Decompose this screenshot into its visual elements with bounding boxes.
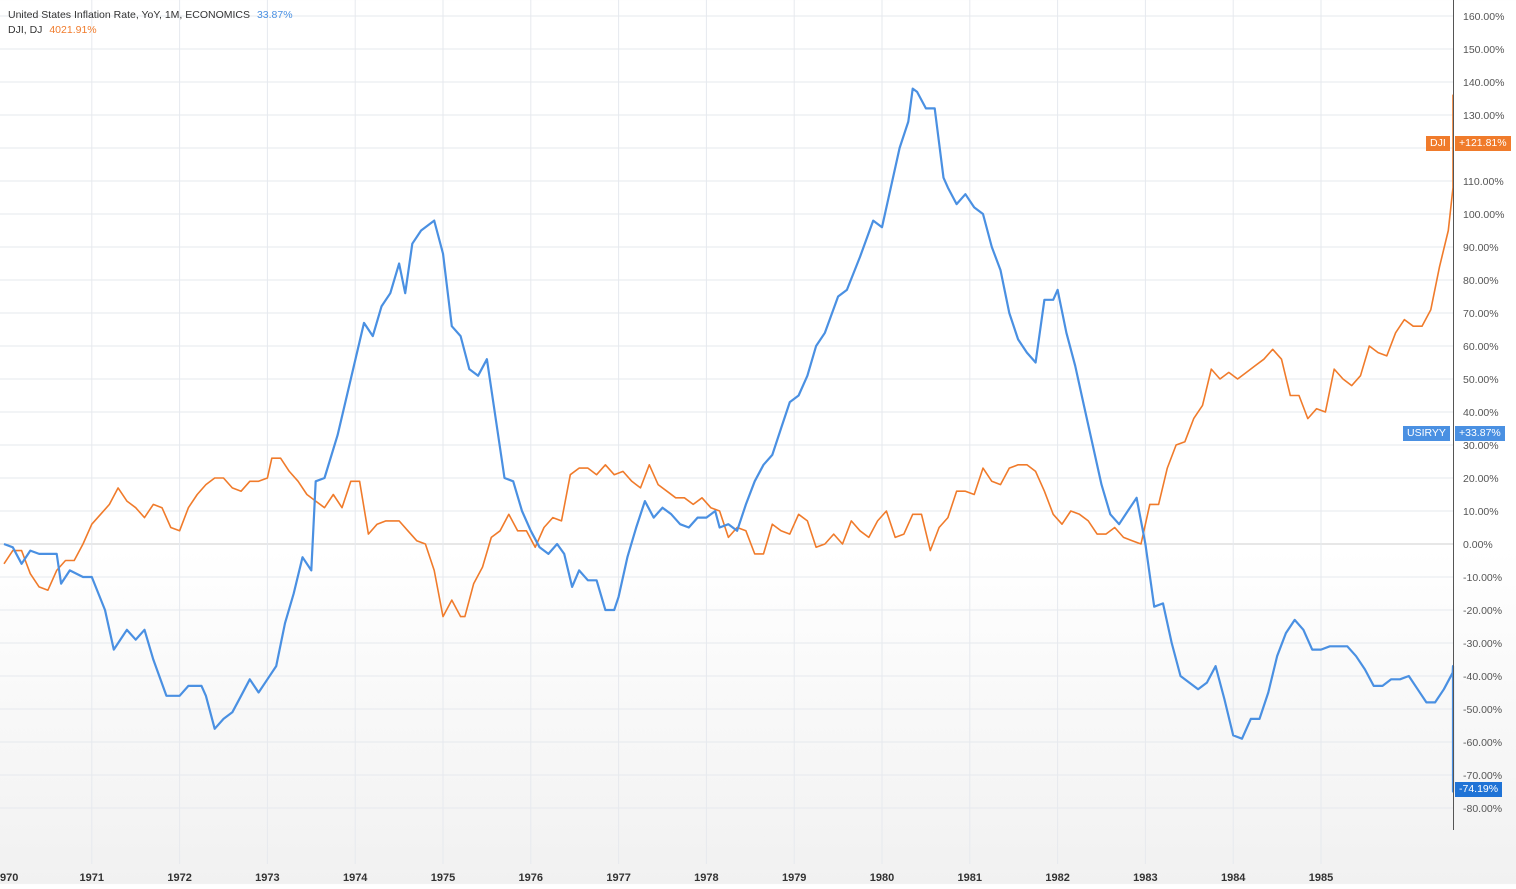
x-tick-label: 1976: [519, 872, 543, 884]
y-tick-label: -60.00%: [1463, 737, 1502, 749]
series-line-inflation: [3, 87, 1455, 793]
x-tick-label: 1973: [255, 872, 279, 884]
legend-row-inflation[interactable]: United States Inflation Rate, YoY, 1M, E…: [8, 8, 293, 23]
y-tick-label: 130.00%: [1463, 110, 1504, 122]
y-tick-label: 160.00%: [1463, 11, 1504, 23]
x-tick-label: 1980: [870, 872, 894, 884]
y-tick-label: -20.00%: [1463, 605, 1502, 617]
grid-layer: [0, 0, 1453, 864]
y-tick-label: -80.00%: [1463, 803, 1502, 815]
x-tick-label: 1978: [694, 872, 718, 884]
x-tick-label: 1974: [343, 872, 368, 884]
dji-name-tag: DJI: [1426, 136, 1450, 151]
y-tick-label: 0.00%: [1463, 539, 1493, 551]
inflation-name-tag: USIRYY: [1403, 426, 1450, 441]
x-tick-label: 1982: [1045, 872, 1069, 884]
x-tick-label: 1983: [1133, 872, 1157, 884]
legend-inflation-label: United States Inflation Rate, YoY, 1M, E…: [8, 9, 251, 21]
y-tick-label: 50.00%: [1463, 374, 1499, 386]
legend-inflation-value: 33.87%: [256, 9, 293, 21]
chart-legend: United States Inflation Rate, YoY, 1M, E…: [8, 8, 293, 38]
x-tick-label: 1979: [782, 872, 806, 884]
series-line-dji: [3, 94, 1454, 618]
dji-value-tag: +121.81%: [1455, 136, 1511, 151]
y-tick-label: 40.00%: [1463, 407, 1499, 419]
series-layer: [3, 87, 1455, 793]
y-tick-label: 100.00%: [1463, 209, 1504, 221]
legend-row-dji[interactable]: DJI, DJ 4021.91%: [8, 23, 293, 38]
x-tick-label: 1985: [1309, 872, 1333, 884]
x-tick-label: 1984: [1221, 872, 1246, 884]
legend-dji-label: DJI, DJ: [8, 24, 43, 36]
y-tick-label: 30.00%: [1463, 440, 1499, 452]
x-tick-label: 1977: [606, 872, 630, 884]
inflation-last-value-tag: -74.19%: [1455, 782, 1503, 797]
y-tick-label: 60.00%: [1463, 341, 1499, 353]
inflation-value-tag: +33.87%: [1455, 426, 1505, 441]
y-tick-label: 20.00%: [1463, 473, 1499, 485]
y-tick-label: 80.00%: [1463, 275, 1499, 287]
x-tick-label: 1981: [958, 872, 982, 884]
price-axis-border: [1453, 0, 1454, 830]
legend-dji-value: 4021.91%: [49, 24, 97, 36]
x-axis-tick-labels: 970 1971 1972 1973 1974 1975 1976 1977 1978 1979 1…: [0, 872, 1333, 884]
y-axis-tick-labels: 160.00% 150.00% 140.00% 130.00% 110.00% 100.0…: [1463, 11, 1504, 815]
y-tick-label: 90.00%: [1463, 242, 1499, 254]
x-tick-label: 970: [0, 872, 18, 884]
x-tick-label: 1975: [431, 872, 455, 884]
y-tick-label: -70.00%: [1463, 770, 1502, 782]
y-tick-label: -50.00%: [1463, 704, 1502, 716]
y-tick-label: -40.00%: [1463, 671, 1502, 683]
y-tick-label: 110.00%: [1463, 176, 1504, 188]
y-tick-label: 140.00%: [1463, 77, 1504, 89]
y-tick-label: -30.00%: [1463, 638, 1502, 650]
y-tick-label: 10.00%: [1463, 506, 1499, 518]
x-tick-label: 1972: [167, 872, 191, 884]
y-tick-label: 70.00%: [1463, 308, 1499, 320]
y-tick-label: -10.00%: [1463, 572, 1502, 584]
x-tick-label: 1971: [80, 872, 104, 884]
y-tick-label: 150.00%: [1463, 44, 1504, 56]
